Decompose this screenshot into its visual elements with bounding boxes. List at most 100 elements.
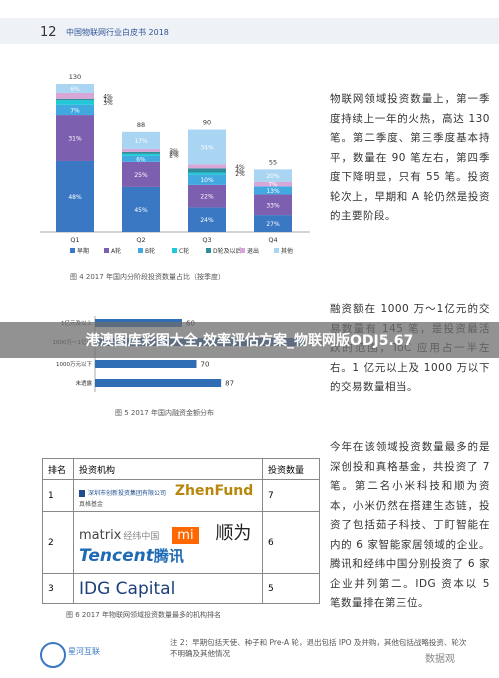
banner-band <box>0 322 499 358</box>
x-tick-label: Q1 <box>70 236 79 244</box>
footer-logo: 星河互联 <box>68 647 100 656</box>
caption: 图 4 2017 年国内分阶段投资数量占比（按季度） <box>70 273 225 281</box>
total-label: 130 <box>69 73 81 81</box>
legend-label: C轮 <box>179 247 189 255</box>
org: Tencent <box>79 546 154 566</box>
org: 腾讯 <box>153 547 184 565</box>
bar-segment <box>254 181 292 187</box>
bar-segment <box>56 92 94 99</box>
org: 真格基金 <box>79 500 104 508</box>
paragraph: 物联网领域投资数量上，第一季度持续上一年的火热，高达 130 笔。第二季度、第三… <box>330 93 490 222</box>
data-label: 3% <box>169 148 179 155</box>
legend-label: 早期 <box>77 247 89 255</box>
caption: 图 6 2017 年物联网领域投资数量最多的机构排名 <box>66 611 221 619</box>
th: 投资数量 <box>262 458 320 480</box>
legend-label: 退出 <box>247 247 259 255</box>
logo-icon <box>40 642 66 668</box>
bar-segment <box>254 169 292 182</box>
header-band <box>0 18 499 44</box>
data-label: 4% <box>235 164 245 171</box>
bar-segment <box>56 100 94 105</box>
org: mi <box>172 527 199 544</box>
x-tick-label: Q3 <box>202 236 211 244</box>
count: 7 <box>262 479 320 512</box>
orgs: 深圳市创新投资集团有限公司 ZhenFund 真格基金 <box>73 479 263 512</box>
data-label: 48% <box>68 194 82 201</box>
x-tick-label: Q4 <box>268 236 277 244</box>
org: matrix <box>79 528 122 543</box>
count: 5 <box>262 573 320 604</box>
data-label: 31% <box>68 136 82 143</box>
bar-segment <box>56 104 94 116</box>
value-label: 70 <box>201 361 210 369</box>
bar-segment <box>122 186 160 232</box>
orgs: matrix 经纬中国 mi 顺为 Tencent腾讯 <box>73 511 263 574</box>
total-label: 90 <box>203 119 211 127</box>
bar-segment <box>56 84 94 93</box>
bar-segment <box>122 155 160 162</box>
data-label: 25% <box>134 172 148 179</box>
data-label: 4% <box>235 168 245 175</box>
footnote: 注 2：早期包括天使、种子和 Pre-A 轮，退出包括 IPO 及并购，其他包括… <box>170 638 467 658</box>
org: 顺为 <box>215 523 252 544</box>
paragraph: 今年在该领域投资数量最多的是深创投和真格基金，共投资了 7 笔。第二名小米科技和… <box>330 441 490 609</box>
data-label: 3% <box>103 100 113 107</box>
bar-segment <box>122 131 160 149</box>
rank: 1 <box>42 479 74 512</box>
data-label: 7% <box>268 182 278 189</box>
rank: 3 <box>42 573 74 604</box>
count: 6 <box>262 511 320 574</box>
total-label: 55 <box>269 158 277 166</box>
bar-segment <box>56 160 94 232</box>
legend-swatch <box>70 248 75 253</box>
data-label: 22% <box>200 194 214 201</box>
data-label: 20% <box>266 173 280 180</box>
legend-swatch <box>274 248 279 253</box>
data-label: 34% <box>200 144 214 151</box>
bar-segment <box>56 98 94 101</box>
th: 排名 <box>42 458 74 480</box>
data-label: 1% <box>103 97 113 104</box>
org: ZhenFund <box>174 482 254 499</box>
data-label: 27% <box>266 221 280 228</box>
data-label: 4% <box>103 93 113 100</box>
bar-segment <box>188 172 226 175</box>
value-label: 87 <box>225 380 234 388</box>
data-label: 7% <box>70 107 80 114</box>
bar-segment <box>122 153 160 156</box>
bar-segment <box>188 207 226 232</box>
x-tick-label: Q2 <box>136 236 145 244</box>
bar-segment <box>188 129 226 165</box>
data-label: 24% <box>200 217 214 224</box>
data-label: 45% <box>134 207 148 214</box>
bar-segment <box>254 215 292 232</box>
bar <box>95 379 222 387</box>
data-label: 10% <box>200 177 214 184</box>
bar-segment <box>122 151 160 154</box>
bar-segment <box>254 186 292 195</box>
legend-swatch <box>206 248 211 253</box>
bar-segment <box>188 174 226 185</box>
org: 深圳市创新投资集团有限公司 <box>79 489 167 497</box>
caption: 图 5 2017 年国内融资金额分布 <box>115 409 214 417</box>
data-label: 17% <box>134 138 148 145</box>
legend-swatch <box>172 248 177 253</box>
bar-segment <box>122 148 160 152</box>
bar-segment <box>254 194 292 216</box>
data-label: 2% <box>169 150 179 157</box>
legend-label: 其他 <box>281 247 293 255</box>
data-label: 6% <box>70 86 80 93</box>
y-tick-label: 1000万元以下 <box>56 361 92 368</box>
data-label: 6% <box>136 156 146 163</box>
bar-segment <box>188 168 226 173</box>
data-label: 2% <box>169 152 179 159</box>
y-tick-label: 未透露 <box>75 379 92 387</box>
legend-swatch <box>104 248 109 253</box>
header-title: 中国物联网行业白皮书 2018 <box>66 27 169 37</box>
legend-label: D轮及以后 <box>213 247 242 255</box>
legend-label: B轮 <box>145 247 155 255</box>
total-label: 88 <box>137 121 145 129</box>
rank: 2 <box>42 511 74 574</box>
watermark: 数据观 <box>425 654 455 665</box>
